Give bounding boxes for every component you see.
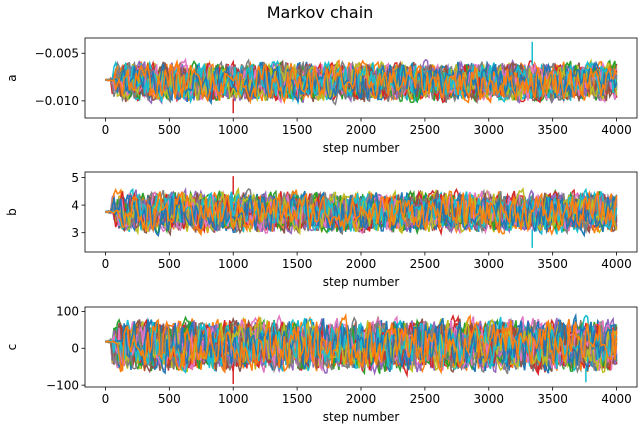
walker-traces	[105, 312, 618, 385]
x-tick-label: 2500	[410, 257, 441, 271]
panel-a: 0 500 1000 1500 2000 2500 3000 3500 4000 −0.010 −0…	[5, 37, 638, 155]
x-tick-label: 500	[158, 123, 181, 137]
x-tick-label: 2000	[346, 123, 377, 137]
walker-traces	[105, 176, 618, 248]
x-tick-label: 1500	[282, 123, 313, 137]
y-tick-label: −0.010	[35, 94, 79, 108]
walker-line	[105, 190, 618, 234]
x-tick-label: 3000	[474, 257, 505, 271]
walker-line	[105, 190, 618, 237]
x-axis-label: step number	[323, 410, 400, 424]
y-tick-label: 5	[71, 171, 79, 185]
y-axis-label: b	[5, 208, 19, 216]
x-tick-label: 0	[102, 392, 110, 406]
x-tick-label: 3500	[537, 392, 568, 406]
walker-line	[105, 318, 618, 375]
x-tick-label: 500	[158, 392, 181, 406]
x-tick-label: 2000	[346, 257, 377, 271]
panel-b: 0 500 1000 1500 2000 2500 3000 3500 4000 3 4 5 step …	[5, 171, 638, 289]
walker-line	[105, 59, 618, 105]
x-tick-label: 4000	[601, 392, 632, 406]
x-tick-label: 500	[158, 257, 181, 271]
walker-traces	[105, 41, 618, 114]
x-tick-label: 1500	[282, 392, 313, 406]
y-axis-label: a	[5, 74, 19, 81]
x-tick-label: 4000	[601, 123, 632, 137]
y-tick-label: −0.005	[35, 47, 79, 61]
x-tick-label: 2500	[410, 392, 441, 406]
x-tick-label: 0	[102, 123, 110, 137]
x-tick-label: 2000	[346, 392, 377, 406]
x-tick-label: 3500	[537, 123, 568, 137]
x-tick-label: 3000	[474, 392, 505, 406]
x-tick-label: 2500	[410, 123, 441, 137]
x-tick-label: 3000	[474, 123, 505, 137]
walker-line	[105, 312, 618, 375]
x-tick-label: 0	[102, 257, 110, 271]
y-tick-label: 0	[71, 342, 79, 356]
x-axis-label: step number	[323, 141, 400, 155]
x-axis-label: step number	[323, 275, 400, 289]
x-tick-label: 1000	[218, 392, 249, 406]
y-axis-label: c	[5, 344, 19, 351]
x-tick-label: 1000	[218, 257, 249, 271]
x-tick-label: 1500	[282, 257, 313, 271]
x-tick-label: 4000	[601, 257, 632, 271]
y-tick-label: 100	[56, 305, 79, 319]
x-tick-label: 1000	[218, 123, 249, 137]
y-tick-label: 4	[71, 198, 79, 212]
y-tick-label: −100	[46, 378, 79, 392]
walker-line	[105, 60, 618, 103]
x-tick-label: 3500	[537, 257, 568, 271]
y-tick-label: 3	[71, 226, 79, 240]
walker-line	[105, 62, 618, 106]
panel-c: 0 500 1000 1500 2000 2500 3000 3500 4000 −100 0 100…	[5, 305, 638, 424]
figure-title: Markov chain	[267, 3, 374, 22]
